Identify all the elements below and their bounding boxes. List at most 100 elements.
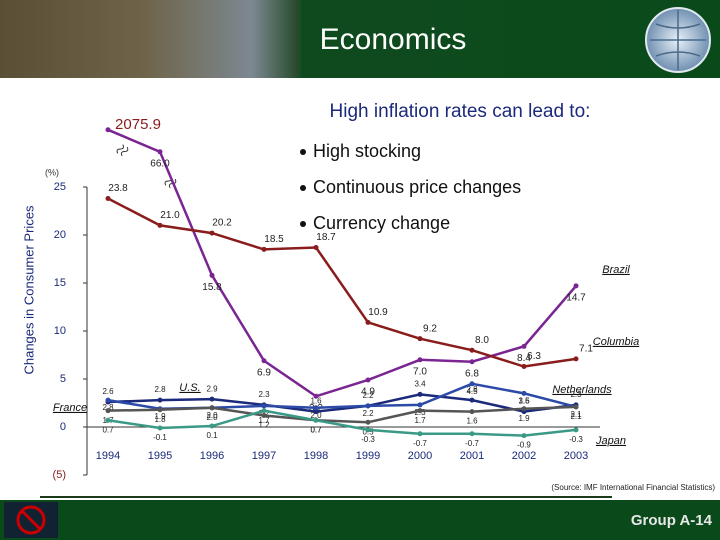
point-marker	[469, 409, 475, 415]
data-label: 1.2	[258, 421, 270, 430]
bullet-dot	[300, 221, 306, 227]
data-label: 2.0	[206, 413, 218, 422]
point-marker	[365, 403, 371, 409]
point-marker	[313, 244, 319, 250]
data-label: 2.8	[154, 385, 166, 394]
data-label: 1.6	[310, 397, 322, 406]
data-label: 2.3	[570, 390, 582, 399]
point-marker	[261, 412, 267, 418]
series-name: Netherlands	[552, 384, 612, 396]
data-label: 18.7	[316, 232, 336, 243]
chart: 25 20 15 10 5 0 (5) 1994 1995 1996 1997 1998 1999 200…	[53, 116, 640, 481]
data-label: -0.9	[517, 441, 531, 450]
y-tick-label: 25	[54, 181, 66, 193]
data-label: 1.8	[154, 415, 166, 424]
point-marker	[313, 393, 319, 399]
bullet-text: Continuous price changes	[313, 177, 521, 197]
data-label: 15.8	[202, 282, 222, 293]
bullet-text: High stocking	[313, 141, 421, 161]
data-label: 8.0	[475, 335, 489, 346]
bullet-dot	[300, 149, 306, 155]
point-marker	[573, 427, 579, 433]
data-label: 7.0	[413, 366, 427, 377]
data-label: 20.2	[212, 218, 232, 229]
data-label: 1.9	[518, 414, 530, 423]
data-label: 1.6	[518, 397, 530, 406]
data-label: 10.9	[368, 307, 388, 318]
point-marker	[157, 425, 163, 431]
footer-label: Group A-14	[631, 512, 713, 529]
series-line	[107, 409, 577, 437]
data-label: 66.0	[150, 158, 170, 169]
point-marker	[573, 356, 579, 362]
point-marker	[313, 409, 319, 415]
data-label: 1.7	[258, 416, 270, 425]
header-photos	[0, 0, 300, 78]
x-tick-label: 1996	[200, 450, 224, 462]
series-line	[107, 128, 577, 398]
point-marker	[365, 427, 371, 433]
data-label: 1.7	[414, 416, 426, 425]
unit-label: (%)	[45, 167, 59, 177]
point-marker	[469, 359, 475, 365]
data-label: 2.8	[102, 403, 114, 412]
y-axis-label: Changes in Consumer Prices	[21, 205, 36, 375]
data-label: 2.1	[570, 410, 582, 419]
x-tick-label: 2001	[460, 450, 484, 462]
point-marker	[365, 377, 371, 383]
data-label: 0.7	[310, 425, 322, 434]
point-marker	[417, 408, 423, 414]
point-marker	[365, 319, 371, 325]
data-label: 1.9	[154, 412, 166, 421]
x-tick-label: 1998	[304, 450, 328, 462]
data-label: 6.3	[527, 351, 541, 362]
data-label: -0.7	[413, 439, 427, 448]
point-marker	[105, 417, 111, 423]
point-marker	[521, 390, 527, 396]
y-tick-label: 0	[60, 421, 66, 433]
y-tick-label: 5	[60, 373, 66, 385]
data-label: 2.2	[362, 391, 374, 400]
data-label: 18.5	[264, 234, 284, 245]
point-marker	[573, 283, 579, 289]
x-tick-label: 1999	[356, 450, 380, 462]
point-marker	[261, 246, 267, 252]
data-label: 14.7	[566, 293, 586, 304]
series-line	[107, 197, 577, 368]
data-label: 2.8	[466, 385, 478, 394]
point-marker	[313, 405, 319, 411]
point-marker	[417, 402, 423, 408]
point-marker	[105, 127, 111, 133]
footer-icon	[16, 505, 46, 535]
data-label: 4.9	[361, 387, 375, 398]
data-label: 2.2	[362, 409, 374, 418]
data-label: 2.9	[206, 384, 218, 393]
point-marker	[261, 408, 267, 414]
data-label: 6.8	[465, 368, 479, 379]
point-marker	[469, 431, 475, 437]
data-label: -0.1	[153, 433, 167, 442]
y-tick-label: 10	[54, 325, 66, 337]
point-marker	[157, 407, 163, 413]
series-name: France	[53, 402, 87, 414]
point-marker	[521, 364, 527, 370]
point-marker	[209, 405, 215, 411]
globe-lines	[650, 10, 706, 70]
source-note: (Source: IMF International Financial Sta…	[551, 483, 715, 492]
bullet-list: High stocking Continuous price changes Cur…	[300, 141, 521, 233]
data-label: 23.8	[108, 183, 128, 194]
point-marker	[417, 336, 423, 342]
data-label: 9.2	[423, 323, 437, 334]
point-marker	[157, 149, 163, 155]
data-label: 3.5	[518, 397, 530, 406]
data-label: 3.4	[414, 379, 426, 388]
point-marker	[209, 230, 215, 236]
data-label: 2.3	[258, 390, 270, 399]
data-label: 2.0	[310, 411, 322, 420]
data-label: 2.0	[206, 411, 218, 420]
footer-icon-slash	[20, 509, 42, 531]
data-label: 8.4	[517, 353, 531, 364]
y-tick-label: 15	[54, 277, 66, 289]
point-marker	[105, 408, 111, 414]
data-label: 2.1	[570, 412, 582, 421]
